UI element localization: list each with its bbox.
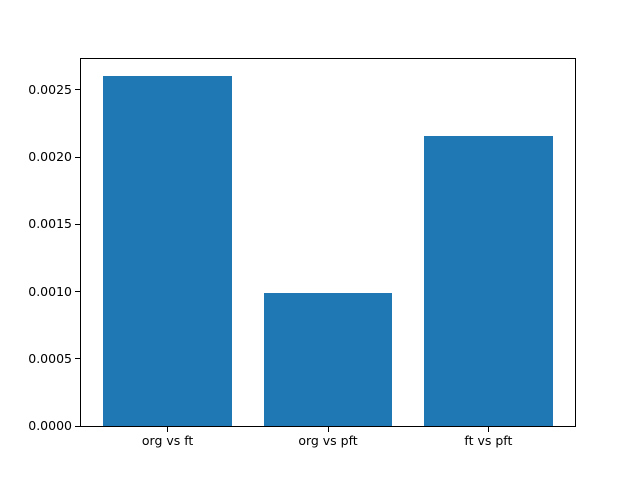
y-tick <box>75 156 80 158</box>
y-tick-label: 0.0000 <box>28 417 72 433</box>
y-tick-label: 0.0010 <box>28 283 72 299</box>
x-tick <box>167 427 169 432</box>
x-tick-label: ft vs pft <box>464 433 513 448</box>
y-tick-label: 0.0015 <box>28 216 72 232</box>
y-tick-label: 0.0020 <box>28 148 72 164</box>
x-tick-label: org vs pft <box>298 433 358 448</box>
bar <box>103 76 232 426</box>
y-tick <box>75 291 80 293</box>
y-tick <box>75 358 80 360</box>
x-tick <box>327 427 329 432</box>
bar <box>263 292 393 426</box>
plot-area: org vs ft org vs pft ft vs pft 0.0000 0.0005… <box>28 58 576 447</box>
y-tick <box>75 223 80 225</box>
y-tick-label: 0.0025 <box>28 81 72 97</box>
bar <box>424 135 553 426</box>
y-tick <box>75 89 80 91</box>
x-tick-label: org vs ft <box>141 433 194 448</box>
x-tick <box>487 427 489 432</box>
y-tick <box>75 425 80 427</box>
y-tick-label: 0.0005 <box>28 350 72 366</box>
